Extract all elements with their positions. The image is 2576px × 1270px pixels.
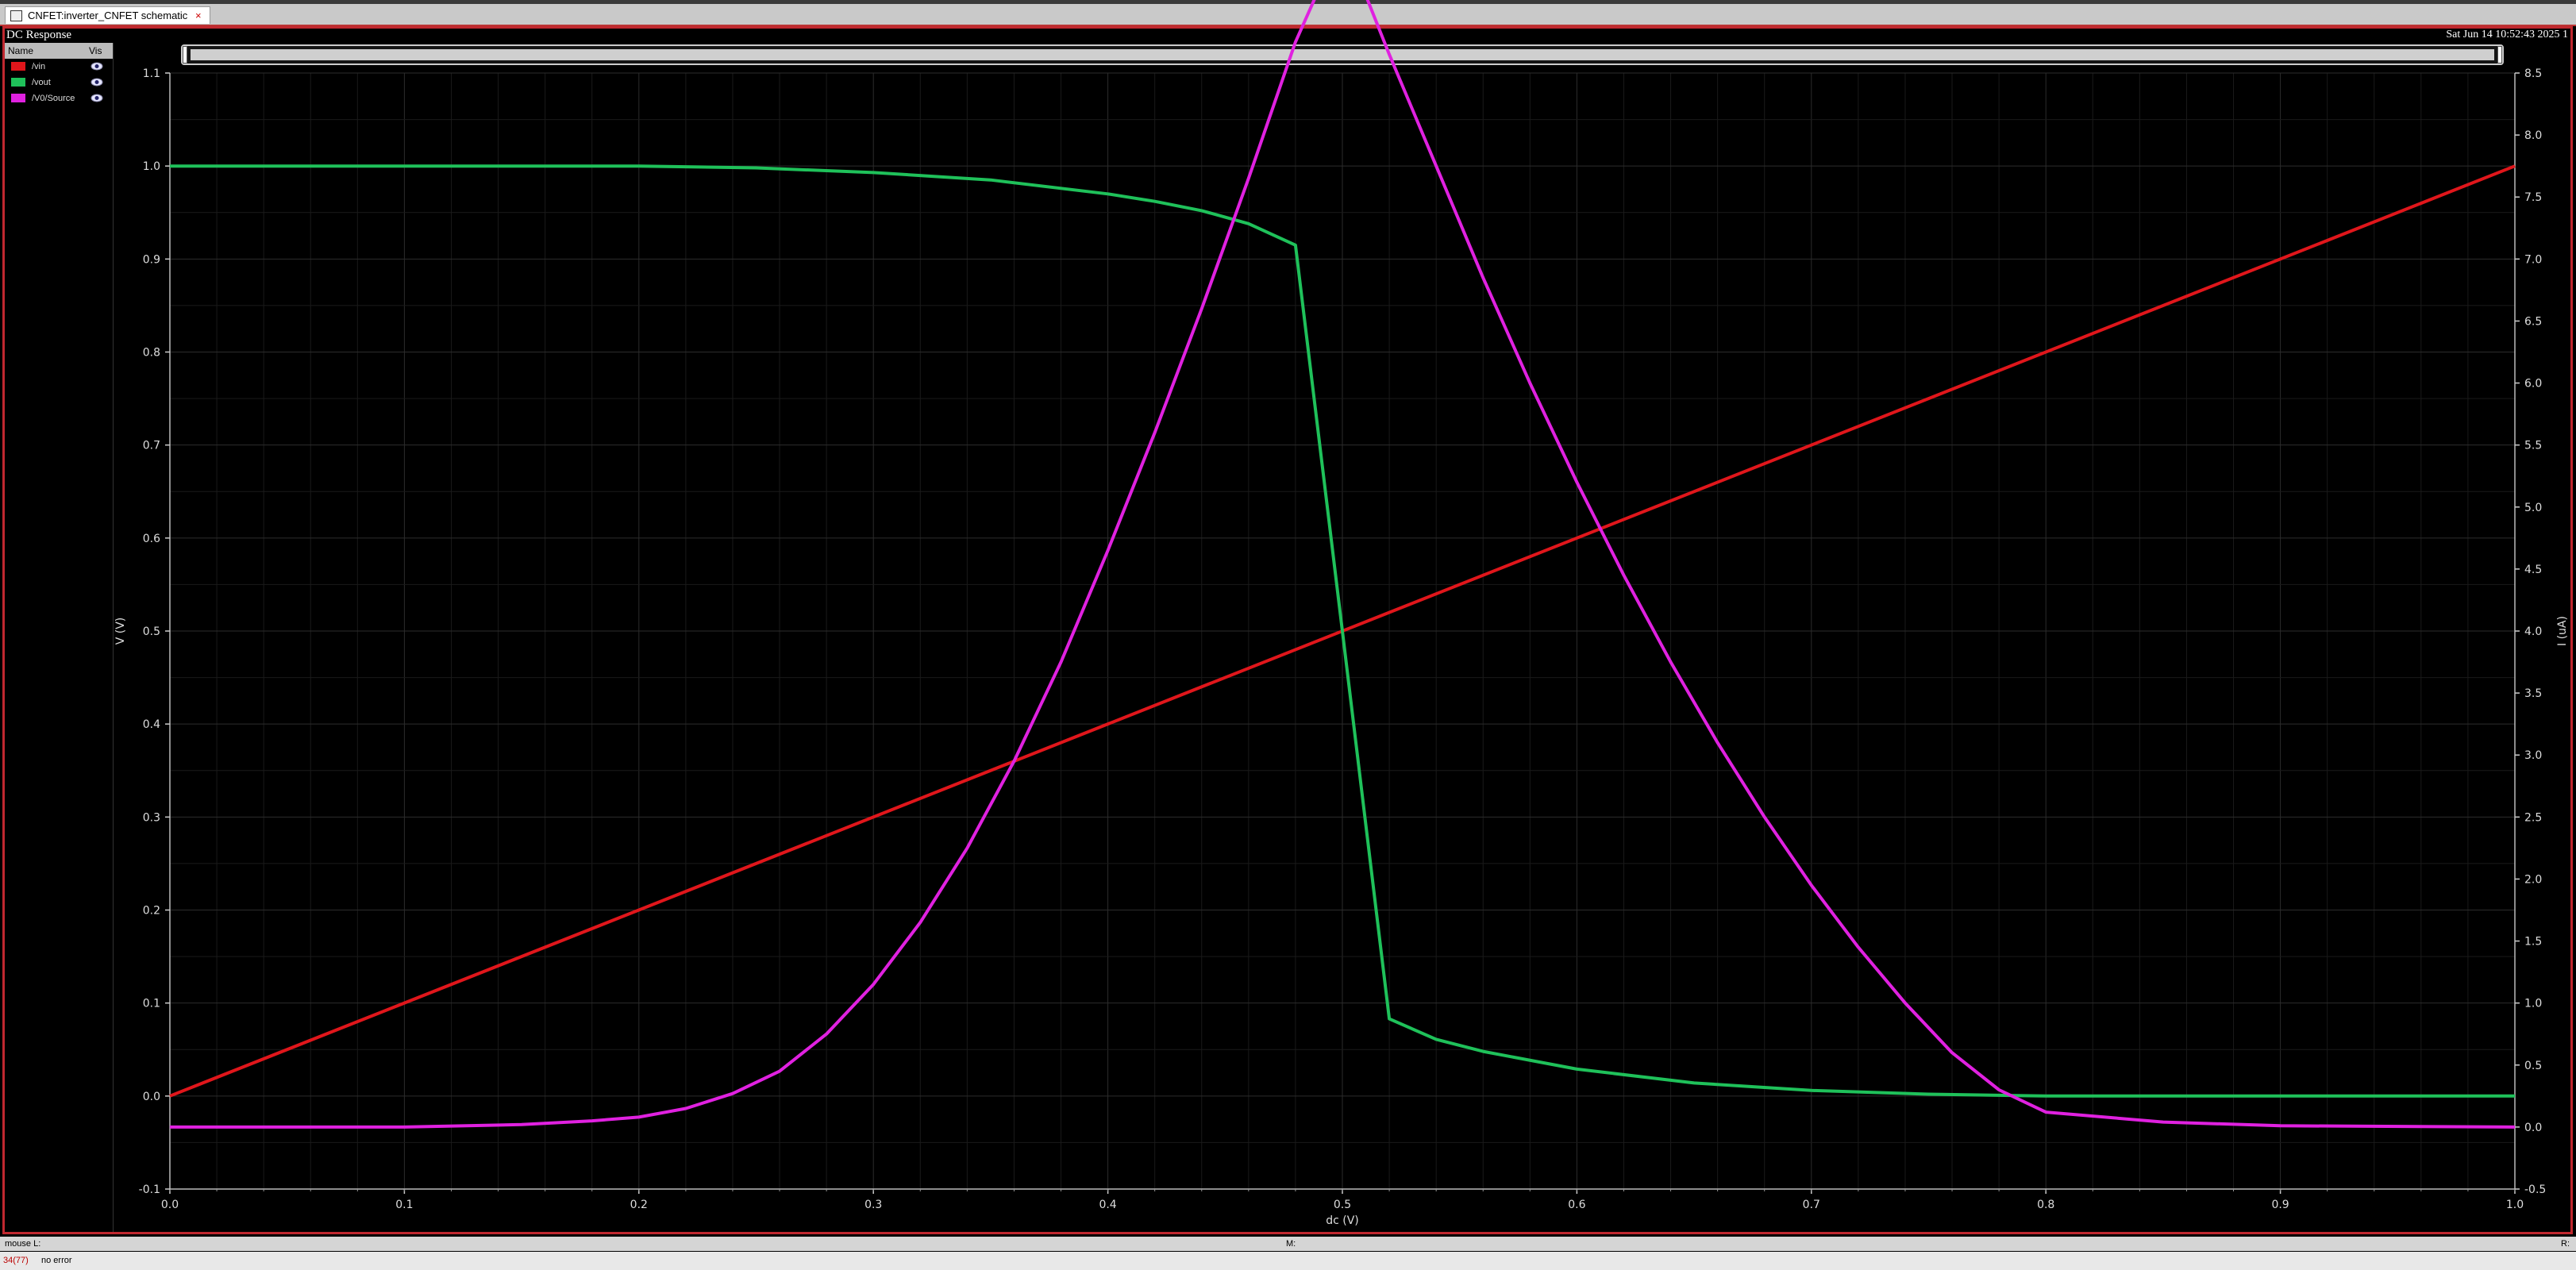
y-tick-label: 0.4 xyxy=(143,718,160,731)
tab-title: CNFET:inverter_CNFET schematic xyxy=(28,10,188,21)
series-line[interactable] xyxy=(170,0,2516,1129)
y-tick-label: 0.9 xyxy=(143,253,160,266)
y-tick-label: 0.0 xyxy=(143,1091,160,1103)
y2-tick-label: 2.0 xyxy=(2524,873,2542,886)
y2-tick-label: 8.5 xyxy=(2524,67,2542,80)
x-tick-label: 0.7 xyxy=(1803,1199,1820,1211)
x-axis-label: dc (V) xyxy=(1326,1214,1359,1227)
axes xyxy=(165,72,2520,1194)
y-tick-label: 0.3 xyxy=(143,811,160,824)
y2-tick-label: 8.0 xyxy=(2524,129,2542,142)
subplot-title: DC Response xyxy=(6,29,72,41)
x-tick-label: 0.2 xyxy=(630,1199,648,1211)
command-status-bar: 34(77) no error xyxy=(0,1252,2576,1270)
legend-header-name[interactable]: Name xyxy=(8,45,34,56)
y2-tick-label: 1.0 xyxy=(2524,998,2542,1010)
legend-header-vis[interactable]: Vis xyxy=(89,45,102,56)
mouse-middle-status: M: xyxy=(1286,1239,1296,1249)
legend-item-label: /vout xyxy=(32,78,51,87)
y-tick-label: 0.5 xyxy=(143,625,160,638)
legend-item[interactable]: /V0/Source xyxy=(5,90,113,106)
y2-tick-label: 5.5 xyxy=(2524,440,2542,452)
command-number: 34(77) xyxy=(3,1256,29,1265)
y-tick-label: 0.1 xyxy=(143,998,160,1010)
legend-item-label: /vin xyxy=(32,62,46,71)
x-tick-label: 0.5 xyxy=(1334,1199,1351,1211)
series-layer xyxy=(169,0,2516,1129)
y2-tick-label: 2.5 xyxy=(2524,811,2542,824)
legend-header: Name Vis xyxy=(5,43,113,59)
schematic-icon xyxy=(10,10,22,21)
y2-tick-label: 5.0 xyxy=(2524,502,2542,514)
trace-legend: Name Vis /vin/vout/V0/Source xyxy=(5,43,114,1232)
legend-item[interactable]: /vout xyxy=(5,75,113,90)
visibility-eye-icon[interactable] xyxy=(90,78,103,87)
legend-swatch xyxy=(11,94,25,102)
grid xyxy=(169,72,2516,1190)
y2-tick-label: 7.0 xyxy=(2524,253,2542,266)
y2-axis-label: I (uA) xyxy=(2556,616,2569,646)
x-tick-label: 0.1 xyxy=(395,1199,413,1211)
mouse-status-bar: mouse L: M: R: xyxy=(0,1237,2576,1251)
scroll-right-handle[interactable] xyxy=(2497,46,2502,64)
status-message: no error xyxy=(41,1256,72,1265)
x-tick-label: 0.6 xyxy=(1568,1199,1585,1211)
mouse-right-status: R: xyxy=(2561,1239,2570,1249)
tab-bar: CNFET:inverter_CNFET schematic × xyxy=(0,4,2576,26)
title-strip xyxy=(0,0,2576,4)
y-tick-label: -0.1 xyxy=(139,1183,160,1196)
y-axis-label: V (V) xyxy=(114,618,127,645)
y2-tick-label: 3.0 xyxy=(2524,749,2542,762)
y2-tick-label: 3.5 xyxy=(2524,687,2542,700)
y-tick-label: 0.7 xyxy=(143,440,160,452)
x-tick-label: 0.4 xyxy=(1099,1199,1116,1211)
y-tick-label: 1.0 xyxy=(143,160,160,173)
x-tick-label: 0.0 xyxy=(161,1199,179,1211)
y-tick-label: 0.2 xyxy=(143,905,160,918)
y-tick-label: 1.1 xyxy=(143,67,160,80)
tab-schematic[interactable]: CNFET:inverter_CNFET schematic × xyxy=(5,6,210,24)
mouse-left-status: mouse L: xyxy=(5,1239,41,1249)
x-tick-label: 0.3 xyxy=(864,1199,882,1211)
x-tick-label: 1.0 xyxy=(2506,1199,2524,1211)
y2-tick-label: 0.5 xyxy=(2524,1060,2542,1072)
legend-item-label: /V0/Source xyxy=(32,94,75,103)
x-tick-label: 0.9 xyxy=(2271,1199,2289,1211)
y2-tick-label: 1.5 xyxy=(2524,936,2542,949)
y2-tick-label: 4.5 xyxy=(2524,564,2542,576)
x-scroll-overview[interactable] xyxy=(181,44,2504,65)
y-tick-label: 0.6 xyxy=(143,533,160,545)
series-line[interactable] xyxy=(170,164,2515,1098)
y2-tick-label: 6.5 xyxy=(2524,315,2542,328)
datestamp: Sat Jun 14 10:52:43 2025 1 xyxy=(2446,29,2568,40)
visibility-eye-icon[interactable] xyxy=(90,62,103,71)
x-tick-label: 0.8 xyxy=(2037,1199,2054,1211)
y2-tick-label: -0.5 xyxy=(2524,1183,2546,1196)
scroll-thumb[interactable] xyxy=(191,49,2494,60)
visibility-eye-icon[interactable] xyxy=(90,94,103,102)
y-tick-label: 0.8 xyxy=(143,347,160,360)
y2-tick-label: 4.0 xyxy=(2524,625,2542,638)
legend-swatch xyxy=(11,62,25,71)
axis-labels: 0.0 0.1 0.2 0.3 0.4 0.5 0.6 0.7 0.8 0.9 1.0-0.10.0… xyxy=(114,67,2569,1227)
legend-swatch xyxy=(11,78,25,87)
plot-window-frame xyxy=(2,26,2573,1234)
legend-item[interactable]: /vin xyxy=(5,59,113,75)
close-icon[interactable]: × xyxy=(194,10,202,21)
y2-tick-label: 0.0 xyxy=(2524,1122,2542,1134)
y2-tick-label: 6.0 xyxy=(2524,378,2542,391)
y2-tick-label: 7.5 xyxy=(2524,191,2542,204)
scroll-left-handle[interactable] xyxy=(183,46,187,64)
